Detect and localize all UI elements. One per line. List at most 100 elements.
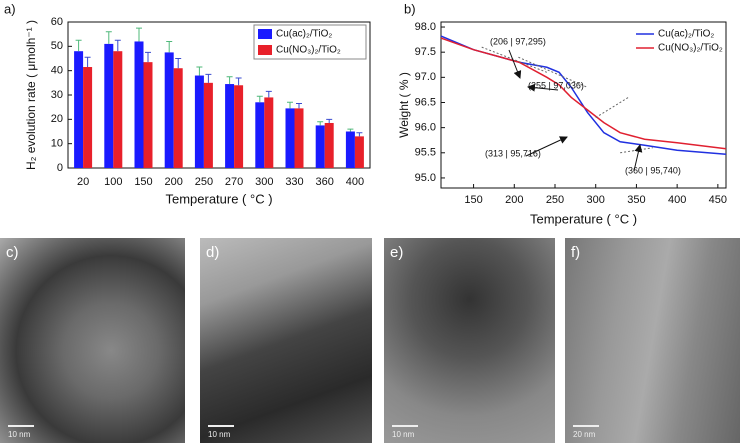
legend-box: [253, 24, 367, 60]
error-bar: [84, 56, 91, 68]
bar: [294, 108, 304, 168]
bar: [264, 97, 274, 168]
x-tick-label: 270: [225, 176, 243, 188]
x-tick-label: 20: [77, 176, 89, 188]
tem-image: e) 10 nm: [384, 238, 555, 443]
x-tick-label: 250: [546, 194, 564, 206]
error-bar: [105, 31, 112, 44]
x-tick-label: 250: [195, 176, 213, 188]
scale-bar: [392, 425, 418, 427]
scale-text: 10 nm: [392, 430, 415, 439]
plot-frame: [440, 21, 727, 189]
x-tick-label: 100: [104, 176, 122, 188]
y-tick-label: 95.0: [415, 172, 436, 184]
error-bar: [317, 121, 324, 126]
bar: [194, 75, 204, 168]
error-bar: [256, 95, 263, 103]
y-tick-label: 30: [51, 89, 63, 101]
bar: [315, 125, 325, 168]
panel-label: d): [206, 244, 220, 261]
bar: [203, 82, 213, 168]
legend-label: Cu(ac)₂/TiO₂: [276, 29, 332, 40]
x-tick-label: 350: [627, 194, 645, 206]
y-tick-label: 60: [51, 16, 63, 28]
error-bar: [136, 27, 142, 42]
x-tick-label: 450: [709, 194, 727, 206]
x-tick-label: 200: [505, 194, 523, 206]
bar: [173, 68, 183, 168]
legend-swatch: [258, 45, 272, 55]
y-tick-label: 20: [51, 113, 63, 125]
y-axis-label: H₂ evolution rate ( μmolh⁻¹ ): [24, 20, 38, 170]
error-bar: [166, 40, 173, 53]
panel-label: f): [571, 244, 581, 261]
error-bar: [196, 66, 203, 76]
annotation: (255 | 97,036): [528, 80, 584, 90]
bar: [164, 52, 174, 168]
bar: [113, 51, 123, 169]
error-bar: [235, 77, 242, 86]
x-tick-label: 150: [134, 176, 152, 188]
line: [440, 37, 727, 150]
y-tick-label: 50: [51, 40, 63, 52]
scale-bar: [8, 425, 34, 427]
bar: [83, 67, 93, 168]
y-tick-label: 96.0: [415, 122, 436, 134]
annotation: (360 | 95,740): [625, 165, 681, 175]
x-tick-label: 300: [587, 194, 605, 206]
annotation: (313 | 95,716): [485, 148, 541, 158]
x-axis-label: Temperature ( °C ): [530, 211, 637, 226]
error-bar: [265, 90, 272, 98]
y-tick-label: 10: [51, 138, 63, 150]
x-tick-label: 360: [316, 176, 334, 188]
y-axis-label: Weight ( % ): [397, 72, 411, 138]
bar: [354, 136, 364, 168]
x-axis-label: Temperature ( °C ): [165, 191, 272, 206]
annotation-arrow: [633, 144, 643, 172]
bar: [104, 43, 114, 168]
bar: [225, 84, 235, 168]
error-bar: [287, 101, 293, 109]
error-bar: [347, 128, 354, 132]
bar: [74, 51, 84, 169]
annotation-arrow: [527, 83, 559, 92]
tangent-line: [595, 97, 629, 119]
scale-text: 20 nm: [573, 430, 596, 439]
bar: [285, 108, 295, 168]
error-bar: [326, 118, 333, 123]
legend-label: Cu(ac)₂/TiO₂: [658, 29, 714, 40]
y-tick-label: 97.5: [415, 46, 436, 58]
bar: [255, 102, 265, 168]
annotation-arrow: [508, 49, 522, 79]
error-bar: [175, 58, 182, 69]
panel-label: c): [6, 244, 19, 261]
y-tick-label: 98.0: [415, 21, 436, 33]
tangent-line: [481, 46, 548, 73]
y-tick-label: 97.0: [415, 71, 436, 83]
tem-image: d) 10 nm: [200, 238, 372, 443]
panel-label: a): [4, 1, 16, 16]
bar: [345, 131, 355, 168]
tem-image: f) 20 nm: [565, 238, 740, 443]
x-tick-label: 400: [346, 176, 364, 188]
error-bar: [114, 39, 121, 52]
error-bar: [226, 76, 233, 85]
legend-swatch: [258, 29, 272, 39]
scale-text: 10 nm: [208, 430, 231, 439]
scale-text: 10 nm: [8, 430, 31, 439]
x-tick-label: 300: [255, 176, 273, 188]
annotation: (206 | 97,295): [490, 36, 546, 46]
bar: [324, 122, 334, 168]
bar: [234, 85, 244, 168]
error-bar: [296, 103, 302, 109]
error-bar: [205, 73, 212, 83]
y-tick-label: 96.5: [415, 96, 436, 108]
tangent-line: [620, 147, 653, 154]
panel-label: b): [404, 1, 416, 16]
legend-label: Cu(NO₃)₂/TiO₂: [658, 43, 723, 54]
error-bar: [75, 39, 82, 52]
y-tick-label: 95.5: [415, 147, 436, 159]
y-tick-label: 40: [51, 65, 63, 77]
line: [440, 35, 727, 156]
